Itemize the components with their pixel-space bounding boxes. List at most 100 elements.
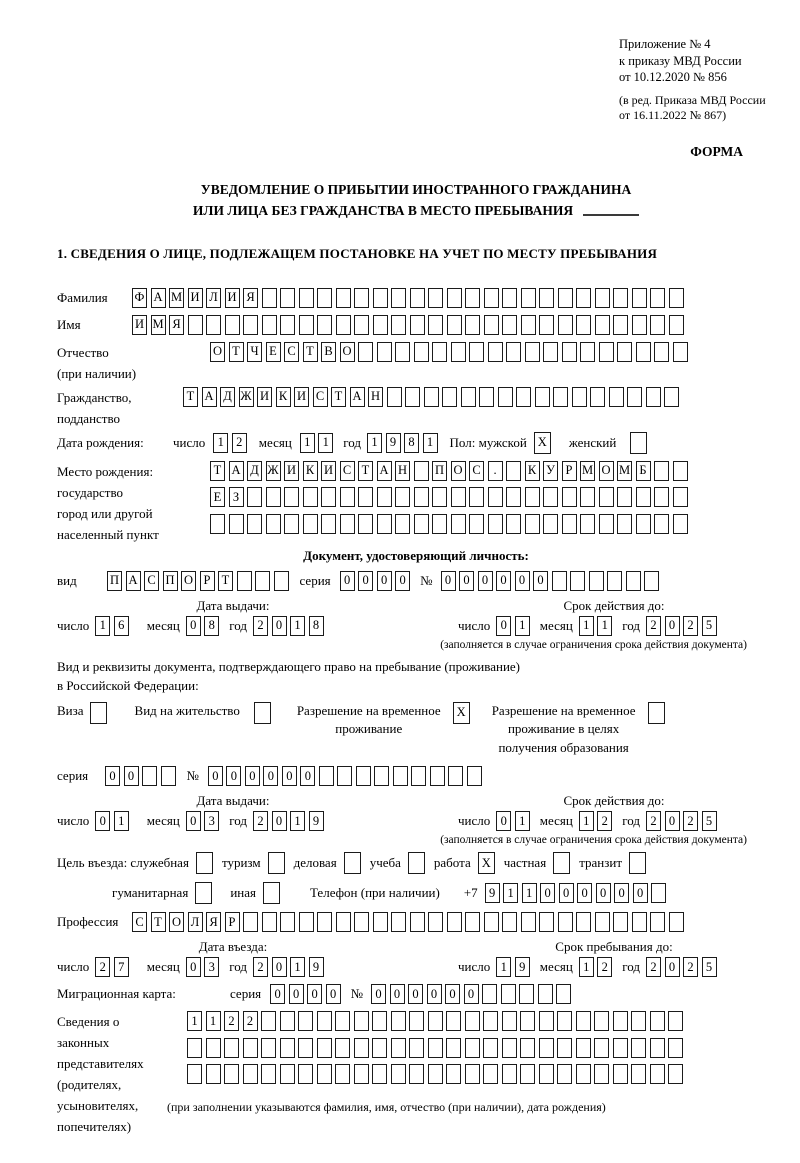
legal-rep-input-2[interactable]	[187, 1037, 683, 1058]
res-dates-heading: Дата выдачи: Срок действия до:	[57, 793, 775, 809]
month-label: месяц	[258, 434, 292, 450]
purpose-row-2: гуманитарная иная Телефон (при наличии) …	[57, 882, 775, 905]
humanitarian-checkbox[interactable]	[195, 882, 213, 905]
residence-permit-label: Вид на жительство	[134, 702, 240, 718]
entry-purpose-row: Цель въезда: служебная туризм деловая уч…	[57, 852, 775, 875]
mig-series-label: серия	[230, 986, 262, 1002]
doc-valid-until-label: Срок действия до:	[563, 597, 665, 613]
work-label: работа	[433, 855, 471, 871]
phone-prefix: +7	[463, 885, 478, 901]
temp-permit-checkbox[interactable]: X	[452, 701, 470, 724]
residence-doc-text1: Вид и реквизиты документа, подтверждающе…	[57, 658, 521, 674]
humanitarian-label: гуманитарная	[112, 885, 189, 901]
work-checkbox[interactable]: X	[477, 852, 495, 875]
birth-place-row: Место рождения: государство город или др…	[57, 460, 775, 545]
transit-label: транзит	[579, 855, 623, 871]
sex-male-checkbox[interactable]: X	[533, 431, 551, 454]
stay-until-label: Срок пребывания до:	[555, 939, 673, 955]
mig-number-sign: №	[350, 986, 364, 1002]
birth-place-input-3[interactable]	[210, 513, 688, 534]
business-checkbox[interactable]	[343, 852, 361, 875]
birth-date-label: Дата рождения:	[57, 434, 144, 450]
purpose-official-checkbox[interactable]	[195, 852, 213, 875]
temp-permit-edu-checkbox[interactable]	[647, 701, 665, 724]
legal-rep-input-3[interactable]	[187, 1064, 683, 1085]
doc-series-label: серия	[299, 572, 331, 588]
section1-title: 1. СВЕДЕНИЯ О ЛИЦЕ, ПОДЛЕЖАЩЕМ ПОСТАНОВК…	[57, 245, 658, 261]
visa-checkbox[interactable]	[89, 701, 107, 724]
tourism-checkbox[interactable]	[267, 852, 285, 875]
residence-permit-checkbox[interactable]	[253, 701, 271, 724]
legal-rep-note: (при заполнении указываются фамилия, имя…	[167, 1100, 606, 1115]
other-label: иная	[230, 885, 256, 901]
study-checkbox[interactable]	[407, 852, 425, 875]
citizenship-label: Гражданство, подданство	[57, 389, 132, 426]
res-issue-date-label: Дата выдачи:	[196, 793, 270, 809]
other-checkbox[interactable]	[262, 882, 280, 905]
residence-doc-text2: в Российской Федерации:	[57, 678, 199, 694]
purpose-official-label: Цель въезда: служебная	[57, 855, 189, 871]
transit-checkbox[interactable]	[629, 852, 647, 875]
sex-female-label: женский	[568, 434, 617, 450]
visa-label: Виза	[57, 702, 84, 718]
permit-temp-edu: Разрешение на временное проживание в цел…	[492, 701, 665, 759]
res-valid-until-label: Срок действия до:	[563, 793, 665, 809]
phone-label: Телефон (при наличии)	[309, 885, 440, 901]
business-label: деловая	[293, 855, 337, 871]
permit-residence: Вид на жительство	[134, 701, 271, 724]
forma-label: ФОРМА	[690, 143, 743, 159]
permit-visa: Виза	[57, 701, 107, 724]
entry-dates-heading: Дата въезда: Срок пребывания до:	[57, 939, 775, 955]
form-title-line2: ИЛИ ЛИЦА БЕЗ ГРАЖДАНСТВА В МЕСТО ПРЕБЫВА…	[57, 201, 775, 222]
private-checkbox[interactable]	[553, 852, 571, 875]
sex-male-label: Пол: мужской	[449, 434, 527, 450]
tourism-label: туризм	[221, 855, 261, 871]
sex-female-checkbox[interactable]	[630, 431, 648, 454]
